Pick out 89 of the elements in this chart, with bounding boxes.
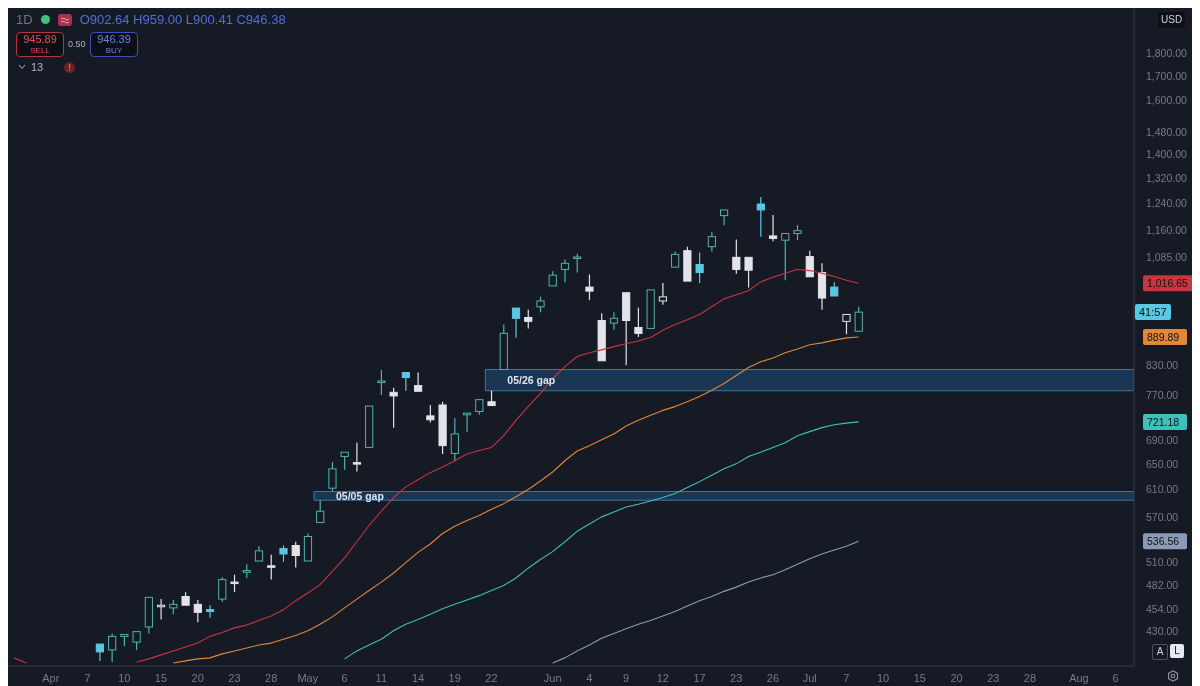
annotation: 946.39 [96,33,132,45]
candlestick [719,209,729,226]
candlestick [352,442,362,472]
x-tick-label: 20 [950,671,963,684]
text: USD [1161,12,1183,28]
x-tick-label: 10 [118,671,131,684]
annotation: 13 [31,61,44,73]
y-tick-label: 454.00 [1146,602,1179,615]
candlestick [108,632,117,663]
x-tick-label: 17 [693,671,706,684]
y-tick-label: 430.00 [1146,624,1179,637]
y-tick-label: 721.18 [1147,415,1180,428]
y-tick-label: 690.00 [1146,433,1179,446]
y-tick-label: 1,480.00 [1146,125,1188,138]
x-tick-label: 26 [766,671,780,684]
x-tick-label: 28 [265,671,278,684]
y-tick-label: 570.00 [1146,510,1179,523]
x-tick-label: 10 [876,671,890,684]
annotation: 0.50 [68,39,86,49]
candlestick [560,258,570,283]
candlestick [414,371,423,392]
y-tick-label: 482.00 [1146,578,1179,591]
x-tick-label: 20 [191,671,204,684]
line-series [552,540,860,664]
candlestick [462,412,472,433]
annotation: 945.89 [22,33,58,45]
y-tick-label: 889.89 [1147,331,1180,344]
annotation: SELL [29,45,51,56]
candlestick [671,250,680,268]
y-tick-label: 770.00 [1146,389,1179,402]
text: A [1152,644,1168,660]
candlestick [707,231,716,253]
x-tick-label: 23 [228,671,241,684]
candlestick [303,532,313,562]
chart-title: 1D [16,12,33,27]
y-tick-label: 1,600.00 [1146,94,1188,107]
y-tick-label: 610.00 [1146,483,1179,496]
band-label: 05/05 gap [335,489,384,502]
y-tick-label: 1,400.00 [1146,148,1188,161]
x-tick-label: 9 [623,671,630,684]
annotation: BUY [104,45,124,56]
y-tick-label: 1,320.00 [1146,171,1188,184]
x-tick-label: 23 [987,671,1000,684]
annotation: O902.64 H959.00 L900.41 C946.38 [79,12,286,27]
candlestick [817,262,827,311]
x-tick-label: Aug [1069,671,1089,684]
text: L [1170,644,1184,658]
x-tick-label: 15 [154,671,168,684]
x-tick-label: 19 [448,671,461,684]
annotation: 41:57 [1135,304,1171,321]
candlestick [622,292,631,366]
x-tick-label: 4 [586,671,593,684]
x-tick-label: 14 [411,671,425,684]
candlestick [205,604,215,619]
x-tick-label: 28 [1023,671,1037,684]
candlestick [254,545,264,562]
candlestick [768,214,778,242]
x-tick-label: May [297,671,319,684]
x-tick-label: 11 [375,671,387,684]
candlestick [144,596,153,635]
candlestick [365,405,374,448]
y-tick-label: 536.56 [1147,535,1180,548]
candlestick [781,232,790,281]
candlestick [511,307,521,339]
line-series [172,336,860,664]
candlestick [401,372,410,392]
y-tick-label: 830.00 [1146,359,1179,372]
x-tick-label: 7 [84,671,91,684]
y-tick-label: 1,800.00 [1146,46,1188,59]
x-tick-label: Jul [802,671,817,684]
x-tick-label: 6 [341,671,348,684]
y-tick-label: 510.00 [1146,555,1179,568]
candlestick [658,282,667,306]
y-tick-label: 1,160.00 [1146,223,1188,236]
y-tick-label: 1,016.65 [1147,277,1189,290]
y-tick-label: 650.00 [1146,457,1179,470]
y-tick-label: 1,240.00 [1146,197,1188,210]
x-tick-label: Apr [42,671,60,684]
x-tick-label: 12 [656,671,669,684]
y-tick-label: 1,085.00 [1146,250,1188,263]
x-tick-label: 7 [843,671,850,684]
candlestick [95,643,104,662]
candlestick [609,311,619,331]
x-tick-label: 22 [485,671,498,684]
x-tick-label: 6 [1112,671,1119,684]
y-tick-label: 1,700.00 [1146,69,1188,82]
x-tick-label: Jun [543,671,562,684]
x-tick-label: 15 [913,671,926,684]
x-tick-label: 23 [730,671,743,684]
